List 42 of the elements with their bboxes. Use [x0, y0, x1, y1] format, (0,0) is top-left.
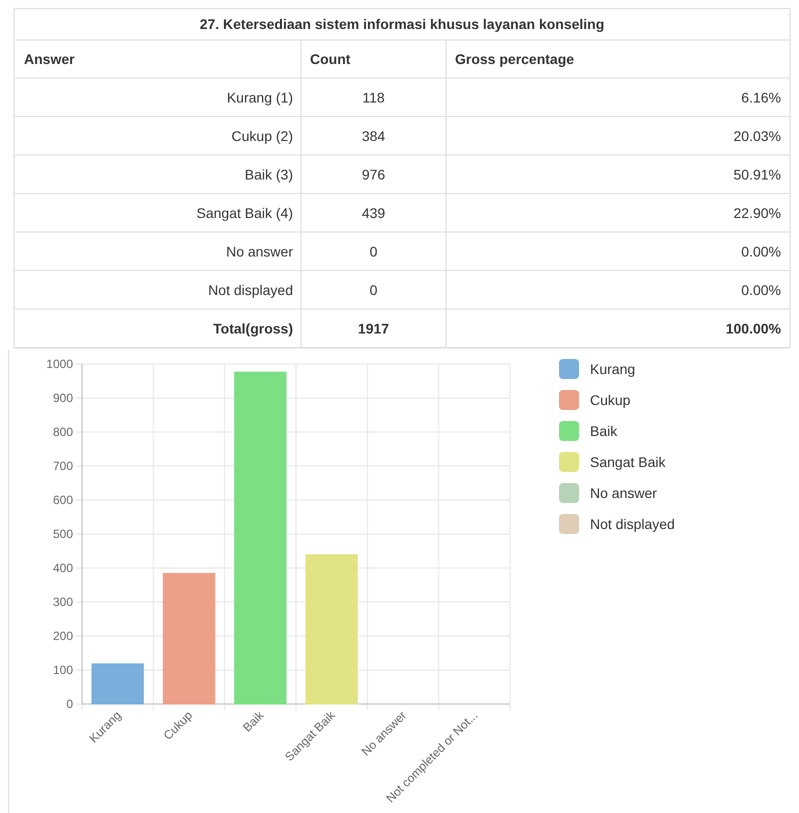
y-tick-label: 300 — [52, 594, 74, 608]
legend-label: Kurang — [590, 360, 636, 376]
y-tick-label: 800 — [52, 424, 74, 438]
legend-label: Sangat Baik — [590, 454, 666, 470]
y-tick-label: 500 — [52, 526, 74, 540]
y-tick-label: 200 — [52, 628, 74, 642]
data-label: 0.00% — [741, 243, 781, 260]
category-label: Total(gross) — [213, 320, 293, 336]
data-label: 20.03% — [734, 128, 781, 144]
data-label: 384 — [362, 128, 386, 144]
legend-label: No answer — [590, 484, 658, 500]
text: Answer — [24, 51, 76, 67]
data-label: 0 — [370, 243, 378, 260]
data-label: 6.16% — [741, 89, 781, 106]
text: 27. Ketersediaan sistem informasi khusus layanan konseling — [200, 16, 604, 32]
category-label: Baik (3) — [244, 166, 293, 182]
data-label: 0.00% — [741, 282, 781, 298]
data-label: 50.91% — [734, 166, 781, 182]
data-label: 439 — [362, 204, 386, 221]
category-label: No answer — [226, 243, 294, 260]
y-tick-label: 0 — [66, 696, 74, 710]
data-label: 0 — [370, 282, 378, 298]
data-label: 100.00% — [726, 320, 782, 336]
legend-label: Not displayed — [590, 516, 675, 532]
text: Count — [310, 51, 351, 67]
legend-label: Baik — [590, 422, 618, 438]
category-label: Kurang (1) — [226, 89, 293, 106]
text: Gross percentage — [455, 51, 574, 67]
data-label: 118 — [362, 89, 385, 106]
y-tick-label: 100 — [52, 662, 74, 676]
data-label: 22.90% — [734, 204, 781, 221]
y-tick-label: 400 — [52, 560, 74, 574]
category-label: Cukup (2) — [232, 128, 293, 144]
category-label: Sangat Baik (4) — [196, 204, 293, 221]
data-label: 1917 — [358, 320, 390, 336]
data-label: 976 — [362, 166, 386, 182]
y-tick-label: 700 — [52, 458, 74, 472]
y-tick-label: 600 — [52, 492, 74, 506]
y-tick-label: 900 — [52, 390, 74, 404]
category-label: Not displayed — [208, 282, 293, 298]
legend-label: Cukup — [590, 392, 631, 408]
y-tick-label: 1000 — [46, 356, 74, 370]
